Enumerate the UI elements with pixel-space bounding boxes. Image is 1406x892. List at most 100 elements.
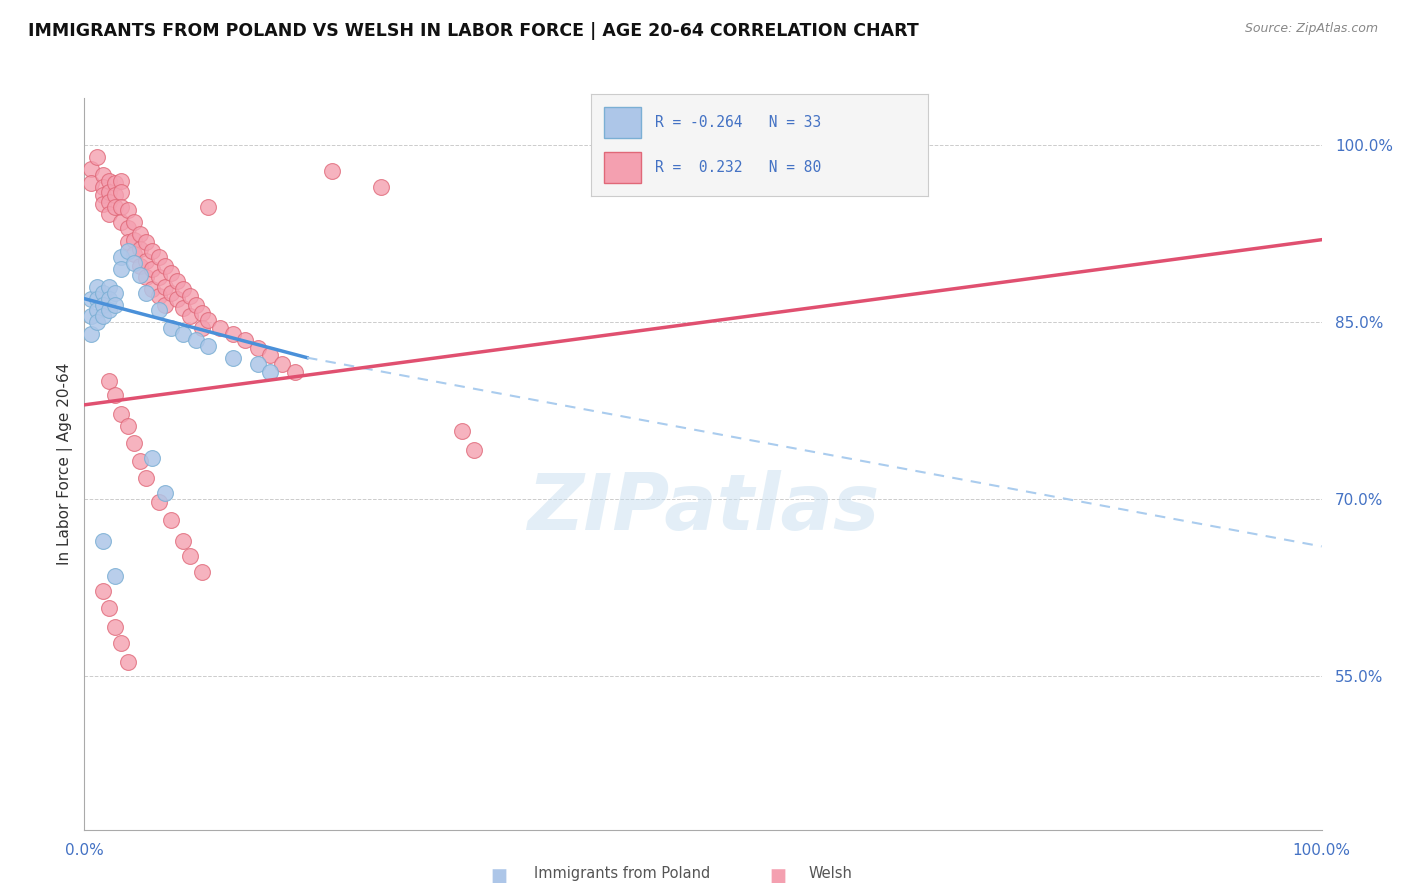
Point <box>98 280 121 294</box>
Point <box>110 186 132 200</box>
Point <box>117 235 139 249</box>
Point <box>122 435 145 450</box>
Point <box>110 407 132 421</box>
Point <box>91 168 114 182</box>
Point <box>259 365 281 379</box>
Point <box>86 303 108 318</box>
Point <box>135 471 157 485</box>
Point <box>122 233 145 247</box>
Point <box>450 424 472 438</box>
Point <box>153 486 176 500</box>
Point <box>141 244 163 259</box>
Point <box>172 301 194 315</box>
Point <box>110 251 132 265</box>
Point <box>104 569 127 583</box>
Point <box>153 259 176 273</box>
Point <box>117 419 139 434</box>
Point <box>98 600 121 615</box>
Point <box>86 315 108 329</box>
Point <box>129 454 152 468</box>
Point <box>91 297 114 311</box>
Point <box>172 533 194 548</box>
Point <box>104 388 127 402</box>
Point <box>104 620 127 634</box>
Point <box>191 566 214 580</box>
Text: Welsh: Welsh <box>808 866 852 881</box>
Point <box>98 174 121 188</box>
Point <box>110 636 132 650</box>
Point <box>91 533 114 548</box>
Point <box>91 584 114 599</box>
Point <box>98 292 121 306</box>
Point <box>110 215 132 229</box>
Point <box>141 262 163 277</box>
Text: ■: ■ <box>769 867 786 885</box>
Point <box>117 220 139 235</box>
Point <box>86 292 108 306</box>
Point <box>98 186 121 200</box>
Point <box>321 164 343 178</box>
Bar <box>605 153 641 183</box>
Point <box>179 310 201 324</box>
Point <box>98 207 121 221</box>
Point <box>222 327 245 342</box>
Bar <box>605 107 641 137</box>
Point <box>135 235 157 249</box>
Point <box>98 303 121 318</box>
Point <box>370 179 392 194</box>
Point <box>110 200 132 214</box>
Point <box>122 256 145 270</box>
Text: ZIPatlas: ZIPatlas <box>527 470 879 546</box>
Point <box>191 306 214 320</box>
Point <box>122 247 145 261</box>
Point <box>148 494 170 508</box>
Point <box>148 303 170 318</box>
Point <box>284 365 307 379</box>
Point <box>98 194 121 209</box>
Point <box>122 215 145 229</box>
Point <box>246 357 269 371</box>
Point <box>197 339 219 353</box>
Point <box>129 268 152 282</box>
Text: Immigrants from Poland: Immigrants from Poland <box>534 866 710 881</box>
Point <box>153 280 176 294</box>
Point <box>271 357 294 371</box>
Point <box>79 161 101 176</box>
Point <box>129 242 152 256</box>
Point <box>129 259 152 273</box>
Point <box>91 187 114 202</box>
Point <box>79 310 101 324</box>
Point <box>184 333 207 347</box>
Point <box>135 285 157 300</box>
Point <box>233 333 256 347</box>
Point <box>91 310 114 324</box>
Point <box>209 321 232 335</box>
Point <box>91 197 114 211</box>
Point <box>110 174 132 188</box>
Point <box>104 285 127 300</box>
Point <box>135 254 157 268</box>
Point <box>166 292 188 306</box>
Point <box>160 513 183 527</box>
Point <box>222 351 245 365</box>
Text: Source: ZipAtlas.com: Source: ZipAtlas.com <box>1244 22 1378 36</box>
Point <box>191 321 214 335</box>
Text: R =  0.232   N = 80: R = 0.232 N = 80 <box>655 160 821 175</box>
Point <box>141 450 163 465</box>
Point <box>86 150 108 164</box>
Point <box>197 313 219 327</box>
Point <box>160 285 183 300</box>
Point <box>463 442 485 457</box>
Point <box>79 292 101 306</box>
Point <box>160 321 183 335</box>
Point <box>141 282 163 296</box>
Point <box>104 200 127 214</box>
Point <box>148 270 170 285</box>
Point <box>86 280 108 294</box>
Point <box>246 341 269 355</box>
Text: R = -0.264   N = 33: R = -0.264 N = 33 <box>655 115 821 130</box>
Point <box>110 262 132 277</box>
Point <box>197 200 219 214</box>
Point <box>259 348 281 362</box>
Point <box>117 655 139 669</box>
